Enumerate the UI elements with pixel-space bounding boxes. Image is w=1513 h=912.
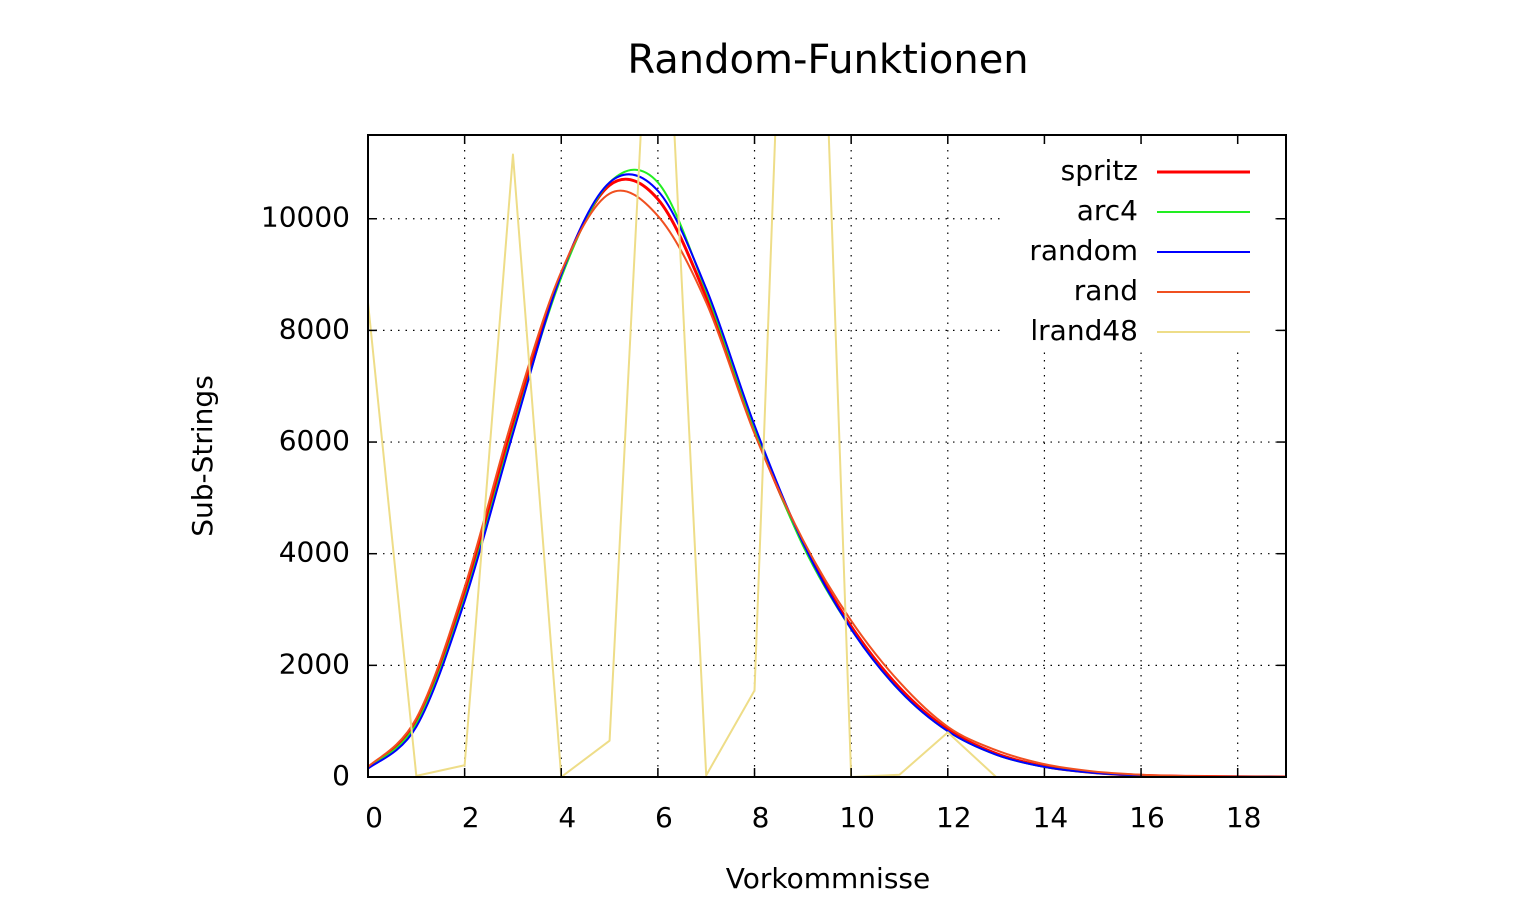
plot-lines <box>368 135 1286 777</box>
series-line <box>368 135 997 777</box>
legend-label: random <box>1029 234 1138 267</box>
x-tick-label: 2 <box>462 801 480 834</box>
x-tick-label: 8 <box>752 801 770 834</box>
legend-label: spritz <box>1061 154 1138 187</box>
legend-label: arc4 <box>1077 194 1138 227</box>
series-line <box>368 189 1286 777</box>
x-axis-label: Vorkommnisse <box>726 862 930 895</box>
x-tick-label: 18 <box>1226 801 1262 834</box>
y-tick-label: 0 <box>332 759 350 792</box>
legend-label: rand <box>1074 274 1138 307</box>
x-tick-label: 12 <box>936 801 972 834</box>
y-tick-label: 4000 <box>279 536 350 569</box>
chart-title: Random-Funktionen <box>627 37 1028 83</box>
legend-label: lrand48 <box>1030 314 1138 347</box>
x-tick-label: 14 <box>1033 801 1069 834</box>
ticks: 0 2 4 6 8 10 12 14 16 18 0 2000 4000 6000 8000 10000 <box>261 135 1286 834</box>
x-tick-label: 6 <box>655 801 673 834</box>
x-tick-label: 16 <box>1129 801 1165 834</box>
y-tick-label: 8000 <box>279 312 350 345</box>
x-tick-label: 4 <box>558 801 576 834</box>
x-tick-label: 10 <box>839 801 875 834</box>
y-tick-label: 2000 <box>279 647 350 680</box>
legend: spritz arc4 random rand lrand48 <box>1029 154 1250 347</box>
y-axis-label: Sub-Strings <box>186 375 219 537</box>
series-line <box>368 173 1286 777</box>
y-tick-label: 6000 <box>279 424 350 457</box>
x-tick-label: 0 <box>365 801 383 834</box>
y-tick-label: 10000 <box>261 201 350 234</box>
plot-frame <box>367 134 1287 778</box>
